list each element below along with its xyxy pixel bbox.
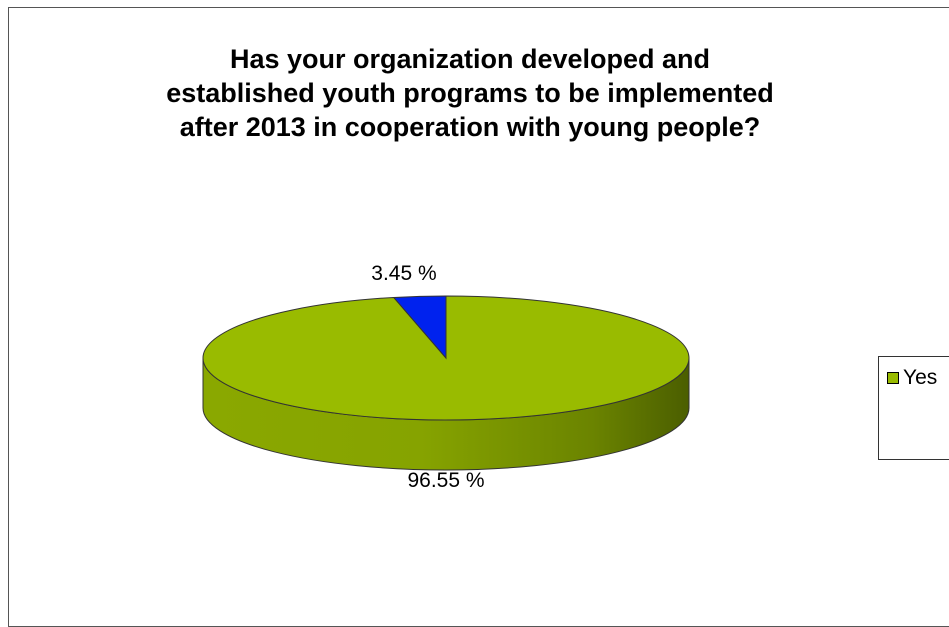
- slice-other: [392, 295, 447, 360]
- data-label-large: 96.55 %: [407, 469, 484, 492]
- legend: Yes: [878, 356, 949, 460]
- pie-chart: 3.45 % 96.55 %: [202, 262, 690, 492]
- chart-title: Has your organization developed and esta…: [166, 44, 774, 142]
- legend-swatch: [887, 372, 899, 384]
- data-label-small: 3.45 %: [371, 262, 436, 285]
- legend-label-yes: Yes: [903, 366, 938, 389]
